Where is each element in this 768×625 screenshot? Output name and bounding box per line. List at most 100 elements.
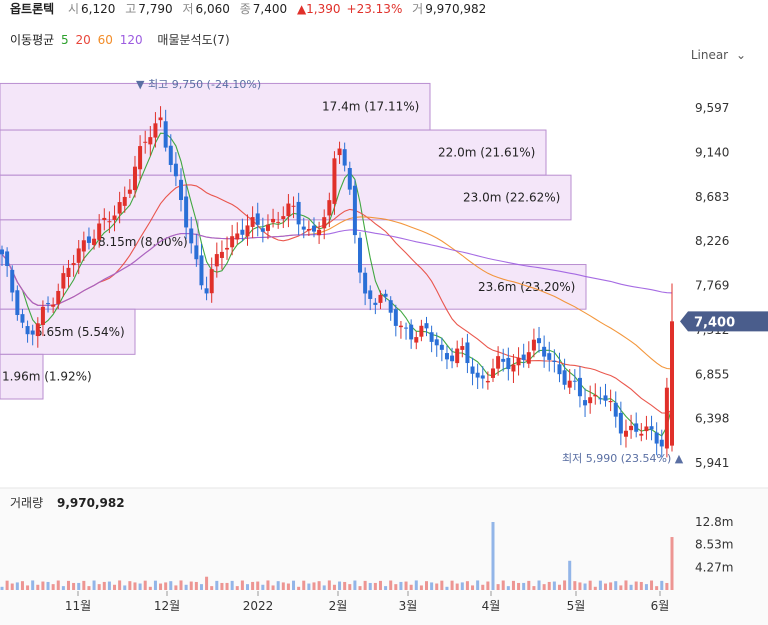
candle-body: [572, 380, 577, 382]
candle-body: [429, 332, 434, 342]
candle-body: [501, 358, 506, 362]
candle-body: [225, 247, 230, 250]
volume-bar: [471, 585, 475, 590]
candle-body: [378, 294, 383, 303]
candle-body: [5, 251, 10, 266]
volume-bar: [389, 580, 393, 590]
volume-bar: [522, 582, 526, 590]
volume-bar: [256, 581, 260, 590]
volume-profile-bar: [0, 264, 587, 310]
volume-bar: [593, 586, 597, 590]
candle-body: [347, 167, 352, 190]
x-tick-label: 2월: [329, 599, 348, 613]
volume-bar: [225, 582, 229, 590]
candle-body: [46, 303, 51, 305]
candle-body: [583, 400, 588, 406]
volume-bar: [455, 583, 459, 590]
candle-body: [20, 314, 25, 323]
volume-bar: [148, 586, 152, 590]
candle-body: [419, 325, 424, 337]
volume-bar: [102, 581, 106, 590]
volume-bar: [266, 580, 270, 590]
candle-body: [153, 123, 158, 138]
volume-bar: [343, 581, 347, 590]
candle-body: [240, 229, 245, 235]
current-price-label: 7,400: [694, 315, 735, 330]
volume-bar: [358, 586, 362, 590]
volume-bar: [460, 582, 464, 590]
candle-body: [358, 237, 363, 273]
y-tick-label: 5,941: [695, 456, 729, 470]
candle-body: [92, 238, 97, 245]
candle-body: [148, 137, 153, 145]
volume-bar: [384, 586, 388, 590]
candle-body: [337, 148, 342, 156]
candle-body: [10, 269, 15, 293]
volume-bar: [624, 580, 628, 590]
volume-bar: [194, 581, 198, 590]
volume-bar: [476, 580, 480, 590]
candle-body: [81, 240, 86, 252]
candle-body: [434, 339, 439, 346]
candle-body: [455, 348, 460, 364]
volume-bar: [0, 586, 4, 590]
candle-body: [542, 346, 547, 357]
candle-body: [547, 353, 552, 360]
volume-tick-label: 8.53m: [695, 538, 733, 552]
volume-bar: [588, 580, 592, 590]
candle-body: [618, 412, 623, 434]
volume-bar: [501, 580, 505, 590]
candle-body: [398, 325, 403, 328]
candle-body: [603, 395, 608, 401]
candle-body: [352, 185, 357, 236]
volume-bar: [210, 586, 214, 590]
low-label: 저: [182, 2, 194, 16]
candle-body: [664, 387, 669, 449]
candle-body: [204, 288, 209, 294]
candle-body: [639, 433, 644, 436]
current-price-tag: [680, 311, 768, 332]
candle-body: [332, 158, 337, 204]
x-tick-label: 4월: [482, 599, 501, 613]
volume-bar: [425, 581, 429, 590]
candle-body: [557, 364, 562, 375]
candle-body: [117, 202, 122, 214]
candle-body: [414, 337, 419, 343]
high-annotation: ▼ 최고 9,750 (-24.10%): [136, 78, 261, 91]
candle-body: [496, 356, 501, 369]
ma-label: 이동평균: [10, 33, 55, 47]
candle-body: [281, 216, 286, 219]
candle-body: [214, 254, 219, 267]
x-tick-label: 3월: [399, 599, 418, 613]
candle-body: [623, 430, 628, 437]
volume-bar: [5, 580, 9, 590]
volume-bar: [220, 582, 224, 590]
candle-body: [76, 248, 81, 263]
volume-bar: [20, 581, 24, 590]
volume-bar: [118, 580, 122, 590]
volume-bar: [292, 580, 296, 590]
volume-bar: [41, 581, 45, 590]
ma-20: 20: [75, 33, 91, 47]
volume-bar: [230, 580, 234, 590]
volume-profile-label: 22.0m (21.61%): [438, 146, 535, 160]
scale-mode-dropdown[interactable]: Linear ⌄: [691, 48, 746, 62]
candle-body: [485, 380, 490, 383]
candle-body: [526, 352, 531, 364]
candle-body: [634, 423, 639, 432]
volume-bar: [179, 580, 183, 590]
volume-bar: [36, 584, 40, 590]
candle-body: [342, 149, 347, 166]
high-value: 7,790: [138, 2, 173, 16]
candle-body: [516, 357, 521, 366]
moving-average-legend[interactable]: 이동평균 5 20 60 120 매물분석도(7): [10, 31, 233, 48]
volume-profile-toggle[interactable]: 매물분석도(7): [157, 33, 230, 47]
candle-body: [373, 302, 378, 305]
candle-body: [531, 339, 536, 351]
candle-body: [388, 300, 393, 313]
candle-body: [311, 225, 316, 232]
candle-body: [306, 229, 311, 231]
volume-bar: [261, 584, 265, 590]
volume-bar: [629, 584, 633, 590]
